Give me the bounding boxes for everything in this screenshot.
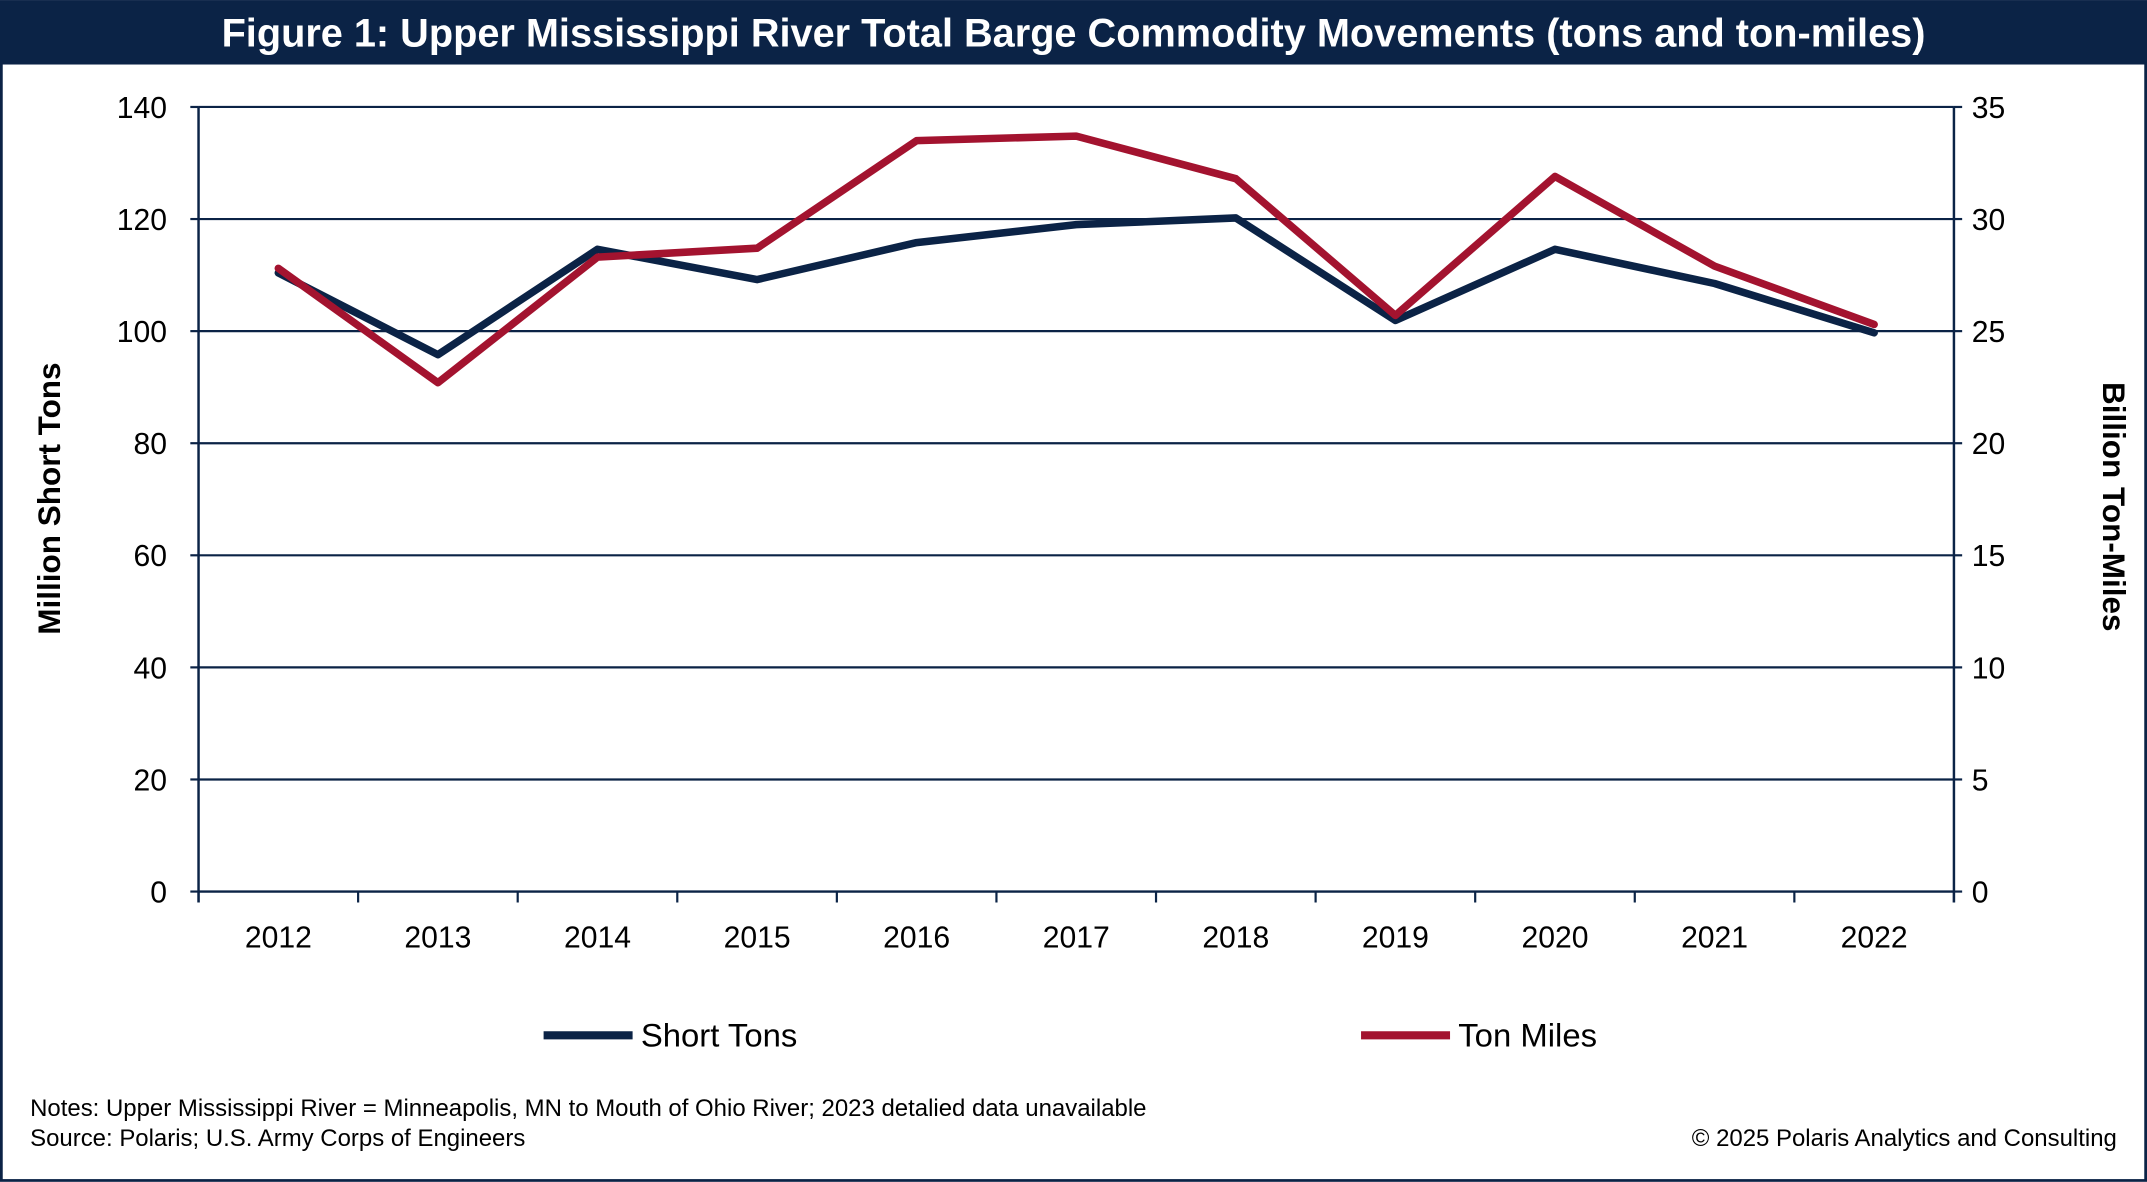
x-tick-label: 2019 [1362,922,1429,955]
y-tick-label: 40 [134,652,168,685]
y-tick-label: 20 [134,764,168,797]
y-tick-label: 140 [117,92,167,125]
chart-title: Figure 1: Upper Mississippi River Total … [222,12,1926,56]
title-bar [0,0,2147,65]
y2-tick-label: 10 [1972,652,2006,685]
x-tick-label: 2016 [883,922,950,955]
series-line-short-tons [274,214,1878,359]
x-tick-label: 2014 [564,922,631,955]
y-tick-label: 0 [150,877,167,910]
x-tick-label: 2015 [724,922,791,955]
y2-tick-label: 15 [1972,540,2006,573]
y2-tick-label: 5 [1972,764,1989,797]
y2-tick-label: 25 [1972,316,2006,349]
y2-tick-label: 30 [1972,204,2006,237]
x-tick-label: 2018 [1202,922,1269,955]
y2-axis-label: Billion Ton-Miles [2096,382,2132,632]
y-tick-label: 100 [117,316,167,349]
legend-label-short-tons: Short Tons [641,1016,797,1053]
axes: 0 20 40 60 80 100 120 140 0 5 10 15 20 25 30 35 2012 2013… [117,92,2005,955]
y2-tick-label: 35 [1972,92,2006,125]
copyright-text: © 2025 Polaris Analytics and Consulting [1692,1125,2117,1152]
legend-label-ton-miles: Ton Miles [1458,1016,1597,1053]
source-text: Source: Polaris; U.S. Army Corps of Engi… [30,1125,525,1152]
x-tick-label: 2021 [1681,922,1748,955]
y-tick-label: 120 [117,204,167,237]
y2-tick-label: 20 [1972,428,2006,461]
gridlines [198,105,1954,781]
x-tick-label: 2012 [245,922,312,955]
y-tick-label: 80 [134,428,168,461]
y-tick-label: 60 [134,540,168,573]
series-line-ton-miles [274,132,1878,387]
x-tick-label: 2013 [404,922,471,955]
legend: Short Tons Ton Miles [543,1016,1597,1053]
y-axis-label: Million Short Tons [31,362,67,634]
x-tick-label: 2022 [1841,922,1908,955]
x-tick-label: 2017 [1043,922,1110,955]
series-lines [274,132,1878,387]
x-tick-label: 2020 [1521,922,1588,955]
notes-text: Notes: Upper Mississippi River = Minneap… [30,1095,1146,1122]
y2-tick-label: 0 [1972,877,1989,910]
